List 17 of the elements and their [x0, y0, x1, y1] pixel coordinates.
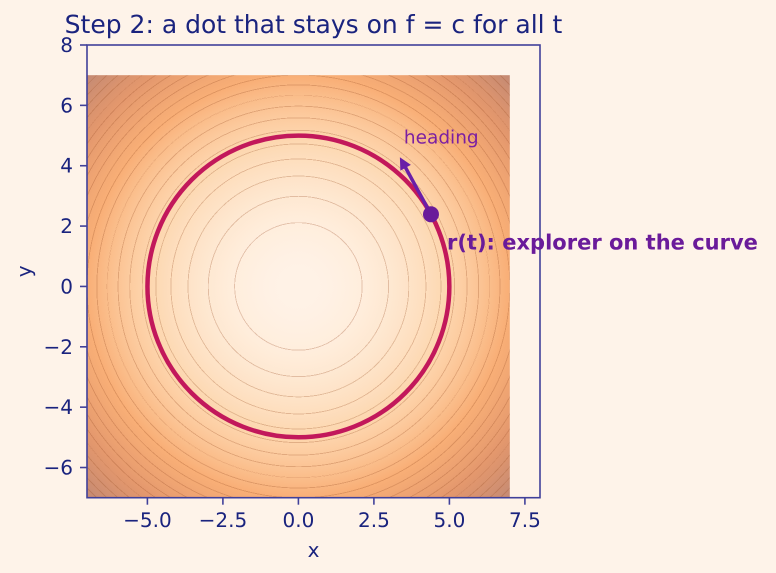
y-tick-label: 0 — [60, 274, 73, 298]
y-tick-label: 8 — [60, 33, 73, 57]
x-tick-label: −5.0 — [123, 508, 172, 532]
x-tick-label: 7.5 — [508, 508, 541, 532]
x-tick-label: 2.5 — [358, 508, 390, 532]
y-tick-label: 4 — [60, 154, 73, 178]
y-tick-label: 2 — [60, 214, 73, 238]
x-tick-label: −2.5 — [198, 508, 248, 532]
y-tick-label: 6 — [60, 93, 73, 118]
x-tick-label: 0.0 — [282, 508, 314, 532]
y-tick-label: −2 — [44, 334, 73, 359]
annotation: heading — [404, 128, 479, 149]
y-tick-label: −6 — [44, 456, 73, 480]
x-axis-title: x — [308, 538, 320, 562]
x-tick-label: 5.0 — [433, 508, 466, 532]
y-axis-title: y — [12, 265, 36, 278]
y-tick-label: −4 — [44, 395, 73, 420]
